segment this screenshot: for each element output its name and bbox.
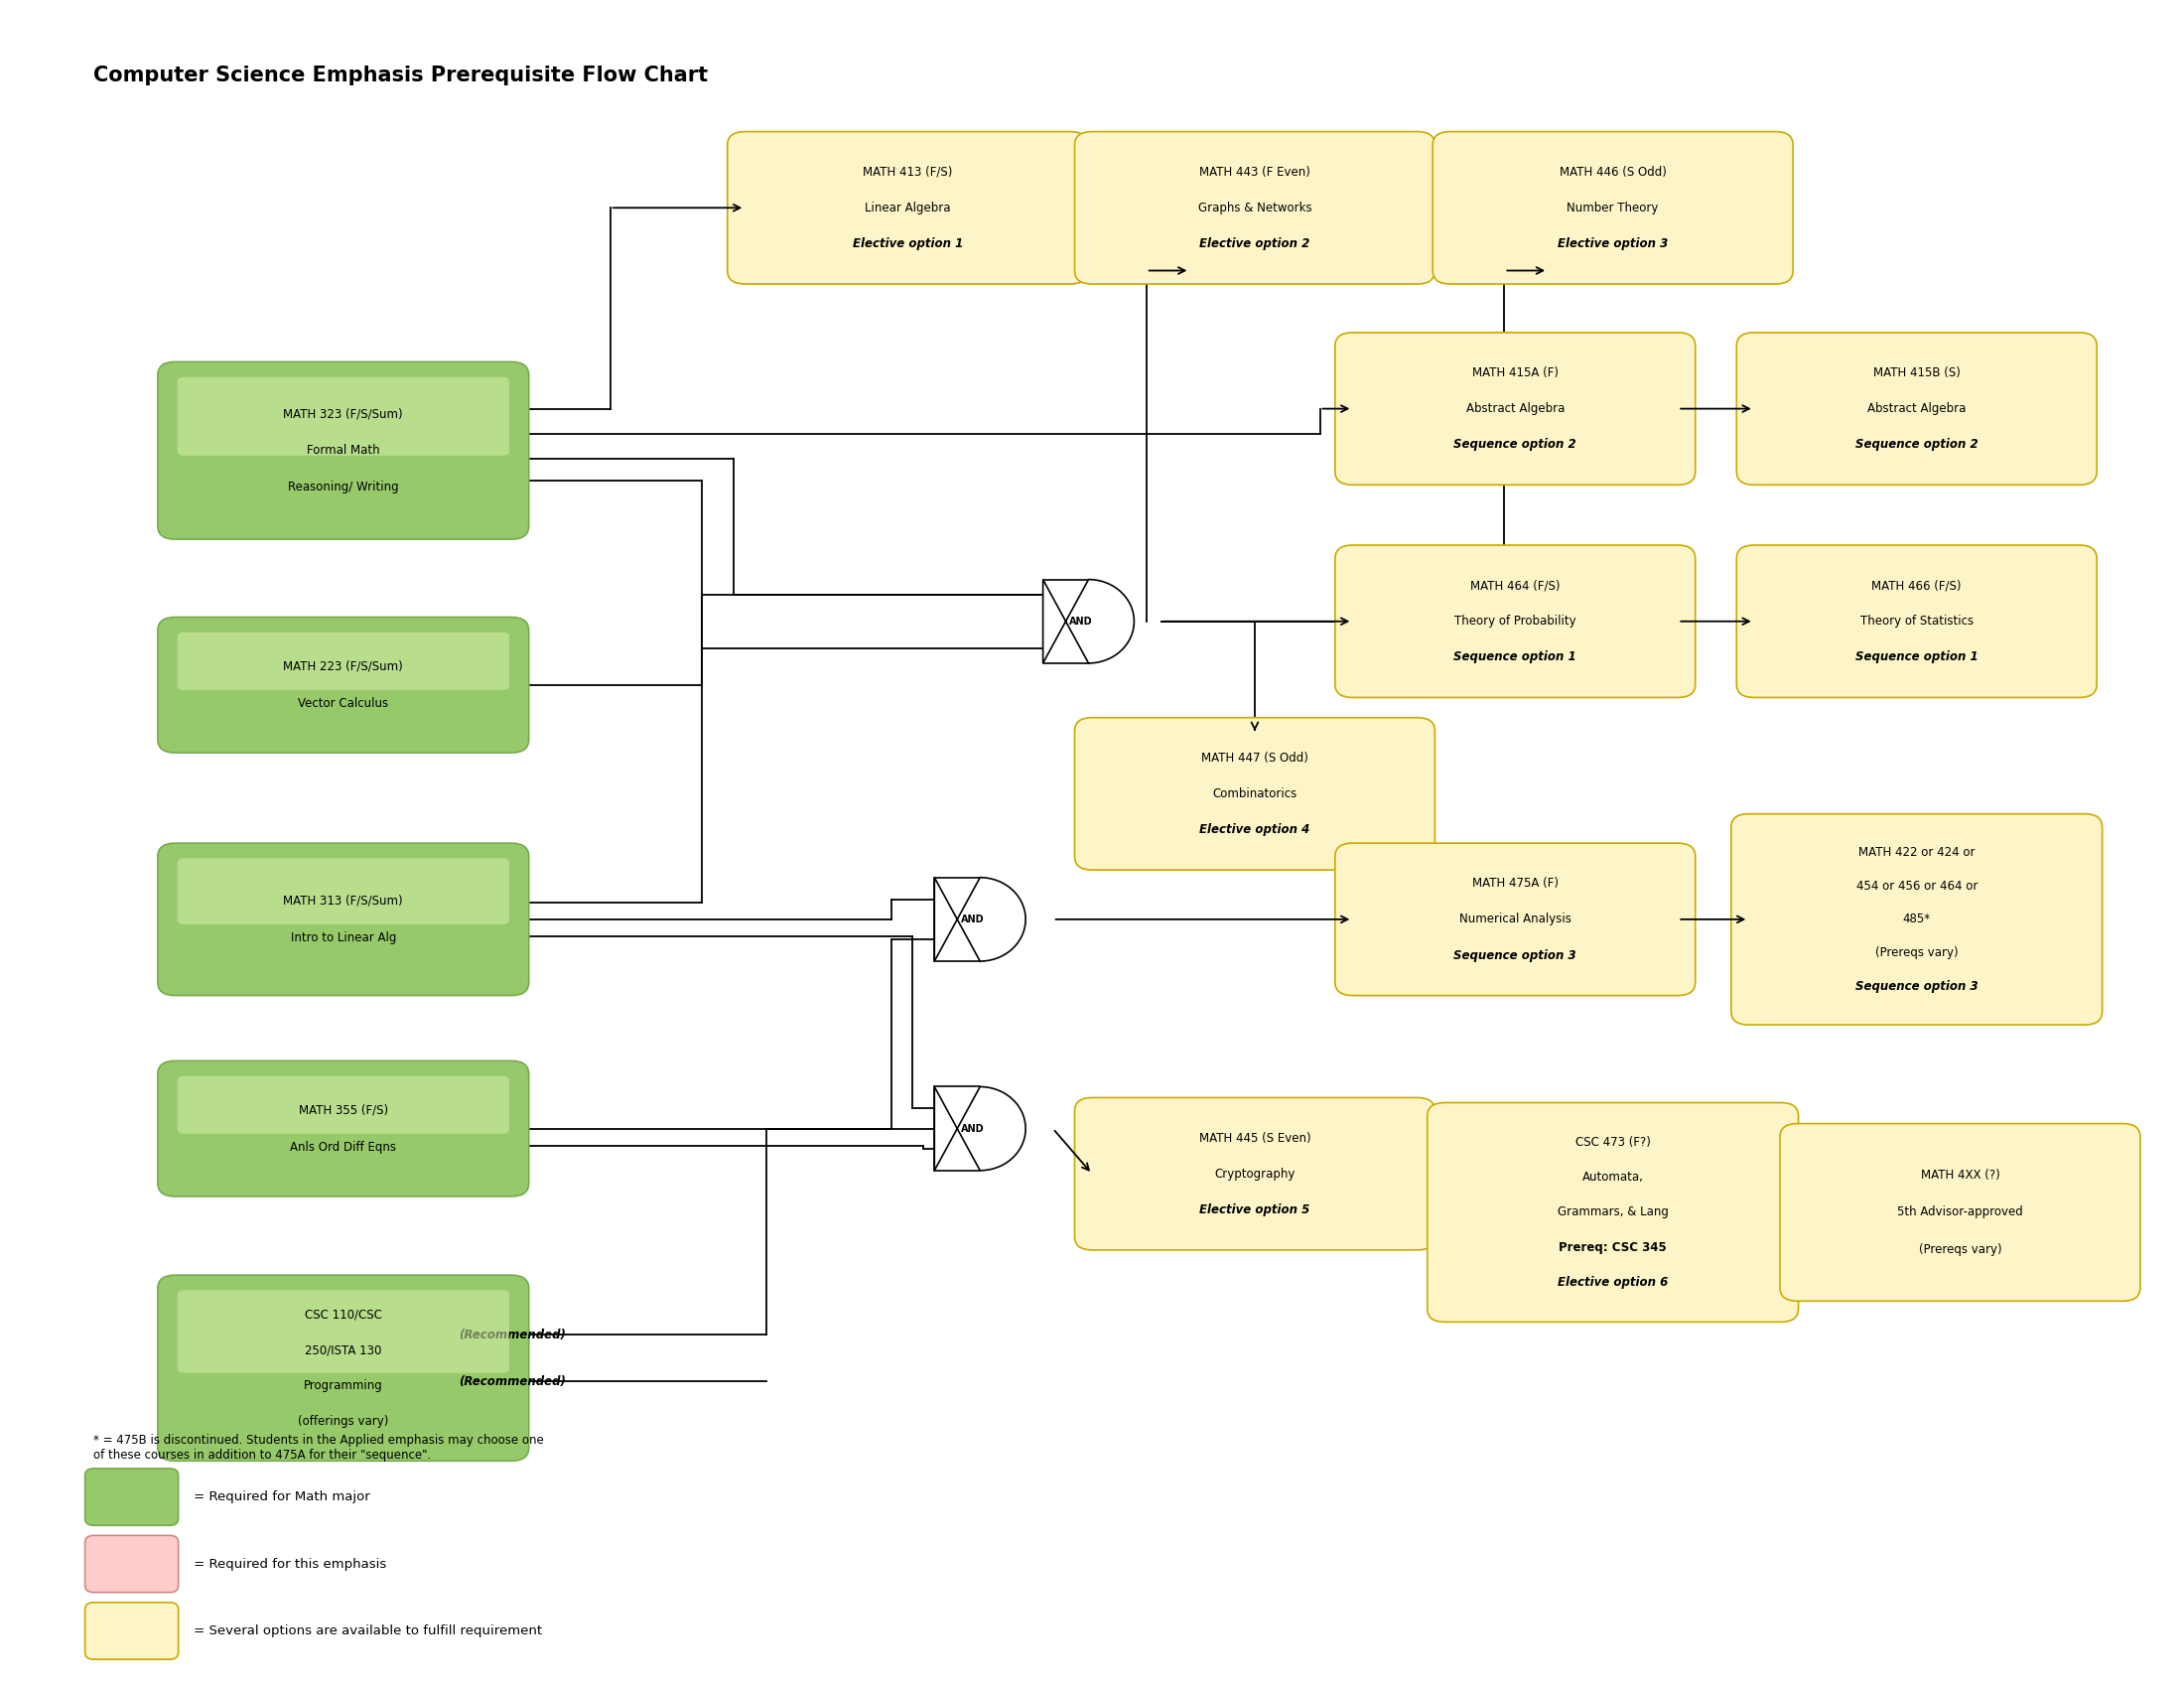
FancyBboxPatch shape — [157, 1274, 529, 1460]
Text: Programming: Programming — [304, 1379, 382, 1393]
Text: AND: AND — [1070, 616, 1092, 626]
FancyBboxPatch shape — [1736, 545, 2097, 697]
FancyBboxPatch shape — [727, 132, 1088, 284]
Text: (offerings vary): (offerings vary) — [297, 1415, 389, 1428]
Text: 485*: 485* — [1902, 913, 1931, 925]
Text: Sequence option 2: Sequence option 2 — [1455, 439, 1577, 451]
Text: (Prereqs vary): (Prereqs vary) — [1876, 947, 1959, 959]
Text: Formal Math: Formal Math — [306, 444, 380, 457]
Text: MATH 223 (F/S/Sum): MATH 223 (F/S/Sum) — [284, 660, 404, 674]
FancyBboxPatch shape — [1433, 132, 1793, 284]
Text: Reasoning/ Writing: Reasoning/ Writing — [288, 481, 400, 495]
FancyBboxPatch shape — [85, 1602, 179, 1659]
FancyBboxPatch shape — [1334, 545, 1695, 697]
Text: MATH 422 or 424 or: MATH 422 or 424 or — [1859, 846, 1974, 859]
FancyBboxPatch shape — [1334, 844, 1695, 996]
Text: MATH 313 (F/S/Sum): MATH 313 (F/S/Sum) — [284, 895, 404, 908]
Text: MATH 443 (F Even): MATH 443 (F Even) — [1199, 165, 1310, 179]
Text: Abstract Algebra: Abstract Algebra — [1465, 402, 1564, 415]
Text: Numerical Analysis: Numerical Analysis — [1459, 913, 1570, 925]
Text: MATH 413 (F/S): MATH 413 (F/S) — [863, 165, 952, 179]
Text: Cryptography: Cryptography — [1214, 1168, 1295, 1180]
FancyBboxPatch shape — [177, 376, 509, 456]
Polygon shape — [1044, 579, 1088, 663]
Text: MATH 355 (F/S): MATH 355 (F/S) — [299, 1104, 389, 1117]
FancyBboxPatch shape — [1732, 814, 2103, 1025]
Text: Automata,: Automata, — [1581, 1171, 1645, 1183]
Text: Vector Calculus: Vector Calculus — [297, 697, 389, 711]
Text: MATH 415B (S): MATH 415B (S) — [1874, 366, 1961, 380]
Polygon shape — [935, 1087, 981, 1170]
Text: Elective option 4: Elective option 4 — [1199, 824, 1310, 836]
Text: * = 475B is discontinued. Students in the Applied emphasis may choose one
of the: * = 475B is discontinued. Students in th… — [94, 1433, 544, 1462]
FancyBboxPatch shape — [177, 633, 509, 690]
Text: Prereq: CSC 345: Prereq: CSC 345 — [1559, 1241, 1666, 1254]
Text: = Required for this emphasis: = Required for this emphasis — [190, 1558, 387, 1570]
Text: Combinatorics: Combinatorics — [1212, 787, 1297, 800]
Text: AND: AND — [961, 915, 985, 925]
FancyBboxPatch shape — [157, 361, 529, 538]
Text: MATH 447 (S Odd): MATH 447 (S Odd) — [1201, 751, 1308, 765]
Text: Elective option 1: Elective option 1 — [852, 238, 963, 250]
Polygon shape — [935, 1087, 1026, 1170]
Text: Elective option 5: Elective option 5 — [1199, 1204, 1310, 1215]
Text: 454 or 456 or 464 or: 454 or 456 or 464 or — [1856, 879, 1977, 893]
Text: Computer Science Emphasis Prerequisite Flow Chart: Computer Science Emphasis Prerequisite F… — [94, 66, 708, 86]
Text: AND: AND — [961, 1124, 985, 1134]
Text: Grammars, & Lang: Grammars, & Lang — [1557, 1205, 1669, 1219]
Text: 250/ISTA 130: 250/ISTA 130 — [306, 1344, 382, 1357]
Text: Elective option 3: Elective option 3 — [1557, 238, 1669, 250]
Text: (Recommended): (Recommended) — [459, 1328, 566, 1340]
Text: MATH 323 (F/S/Sum): MATH 323 (F/S/Sum) — [284, 407, 404, 420]
Text: Abstract Algebra: Abstract Algebra — [1867, 402, 1966, 415]
Text: Number Theory: Number Theory — [1566, 201, 1658, 214]
Text: Sequence option 3: Sequence option 3 — [1455, 949, 1577, 962]
FancyBboxPatch shape — [1428, 1102, 1797, 1322]
FancyBboxPatch shape — [85, 1469, 179, 1526]
FancyBboxPatch shape — [1075, 132, 1435, 284]
Text: = Required for Math major: = Required for Math major — [190, 1491, 369, 1504]
Text: 5th Advisor-approved: 5th Advisor-approved — [1898, 1205, 2022, 1219]
Text: = Several options are available to fulfill requirement: = Several options are available to fulfi… — [190, 1624, 542, 1637]
FancyBboxPatch shape — [1075, 717, 1435, 869]
Text: (Prereqs vary): (Prereqs vary) — [1918, 1242, 2001, 1256]
Text: Sequence option 3: Sequence option 3 — [1856, 979, 1979, 993]
FancyBboxPatch shape — [85, 1536, 179, 1592]
FancyBboxPatch shape — [1334, 333, 1695, 484]
Text: MATH 445 (S Even): MATH 445 (S Even) — [1199, 1131, 1310, 1144]
Text: MATH 464 (F/S): MATH 464 (F/S) — [1470, 579, 1559, 592]
FancyBboxPatch shape — [1780, 1124, 2140, 1301]
Text: MATH 415A (F): MATH 415A (F) — [1472, 366, 1559, 380]
FancyBboxPatch shape — [177, 858, 509, 925]
Text: Sequence option 1: Sequence option 1 — [1455, 652, 1577, 663]
Text: Linear Algebra: Linear Algebra — [865, 201, 950, 214]
FancyBboxPatch shape — [157, 1060, 529, 1197]
Text: MATH 475A (F): MATH 475A (F) — [1472, 878, 1559, 890]
Text: CSC 473 (F?): CSC 473 (F?) — [1575, 1136, 1651, 1150]
FancyBboxPatch shape — [177, 1075, 509, 1134]
FancyBboxPatch shape — [157, 618, 529, 753]
Text: (Recommended): (Recommended) — [459, 1376, 566, 1388]
Text: MATH 4XX (?): MATH 4XX (?) — [1920, 1170, 2001, 1182]
FancyBboxPatch shape — [1736, 333, 2097, 484]
Text: Theory of Statistics: Theory of Statistics — [1861, 614, 1974, 628]
Text: Sequence option 1: Sequence option 1 — [1856, 652, 1979, 663]
Polygon shape — [935, 878, 981, 960]
FancyBboxPatch shape — [177, 1290, 509, 1372]
Polygon shape — [1044, 579, 1133, 663]
Text: Anls Ord Diff Eqns: Anls Ord Diff Eqns — [290, 1141, 395, 1153]
FancyBboxPatch shape — [1075, 1097, 1435, 1251]
Text: Elective option 6: Elective option 6 — [1557, 1276, 1669, 1290]
Text: CSC 110/CSC: CSC 110/CSC — [304, 1308, 382, 1322]
Text: MATH 446 (S Odd): MATH 446 (S Odd) — [1559, 165, 1666, 179]
Text: Sequence option 2: Sequence option 2 — [1856, 439, 1979, 451]
FancyBboxPatch shape — [157, 844, 529, 996]
Text: Elective option 2: Elective option 2 — [1199, 238, 1310, 250]
Text: Theory of Probability: Theory of Probability — [1455, 614, 1577, 628]
Polygon shape — [935, 878, 1026, 960]
Text: Intro to Linear Alg: Intro to Linear Alg — [290, 932, 395, 944]
Text: Graphs & Networks: Graphs & Networks — [1197, 201, 1313, 214]
Text: MATH 466 (F/S): MATH 466 (F/S) — [1872, 579, 1961, 592]
